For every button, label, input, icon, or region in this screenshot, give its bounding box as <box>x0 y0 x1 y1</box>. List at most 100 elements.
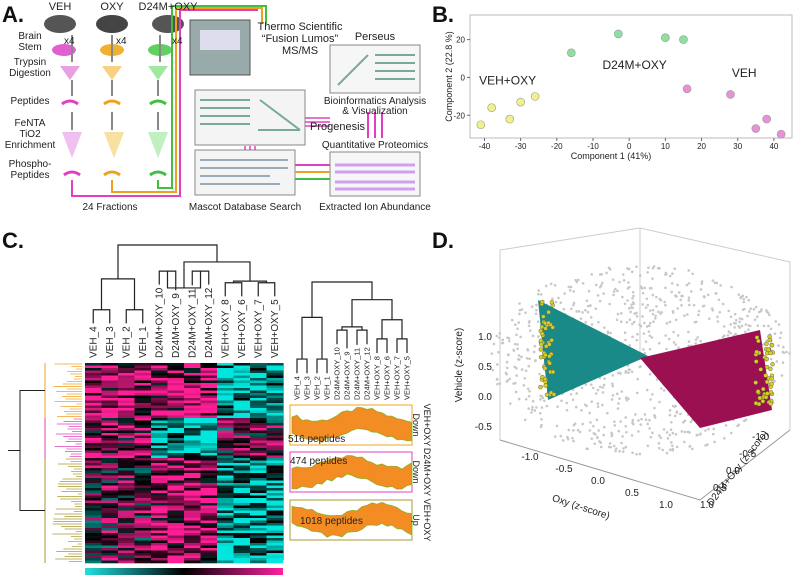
edge-point <box>538 347 544 352</box>
heatmap-cell <box>118 388 135 391</box>
cloud-point <box>723 436 726 440</box>
heatmap-cell <box>134 443 152 446</box>
cloud-point <box>707 427 710 431</box>
heatmap-cell <box>250 460 267 464</box>
cloud-point <box>654 314 657 318</box>
heatmap-cell <box>200 535 218 539</box>
heatmap-cell <box>167 525 185 529</box>
heatmap-cell <box>184 378 201 381</box>
cloud-point <box>788 352 791 355</box>
heatmap-cell <box>233 503 251 506</box>
cloud-point <box>586 310 590 314</box>
heatmap-cell <box>151 515 168 519</box>
cloud-point <box>617 402 620 405</box>
heatmap-cell <box>233 550 251 554</box>
cloud-point <box>637 430 640 433</box>
heatmap-cell <box>233 430 251 434</box>
heatmap-cell <box>85 543 102 546</box>
heatmap-cell <box>250 398 267 401</box>
heatmap-cell <box>151 433 168 436</box>
heatmap-cell <box>85 500 102 504</box>
heatmap-cell <box>266 465 284 469</box>
point <box>516 97 525 107</box>
heatmap-cell <box>134 520 152 524</box>
cloud-point <box>627 368 631 371</box>
heatmap-cell <box>250 488 267 491</box>
software-label: Perseus <box>355 31 396 43</box>
heatmap-cell <box>266 493 284 496</box>
cloud-point <box>717 298 721 302</box>
cloud-point <box>673 414 677 418</box>
heatmap-cell <box>250 533 267 536</box>
heatmap-cell <box>184 443 201 446</box>
heatmap-cell <box>167 423 185 426</box>
cloud-point <box>668 320 672 324</box>
heatmap-cell <box>266 440 284 444</box>
cloud-point <box>571 436 574 440</box>
cloud-point <box>590 400 593 403</box>
cloud-point <box>625 396 628 399</box>
step-label: Enrichment <box>5 140 56 151</box>
cloud-point <box>506 379 510 382</box>
heatmap-cell <box>118 365 135 369</box>
heatmap-cell <box>184 540 201 544</box>
cloud-point <box>785 350 788 354</box>
heatmap-cell <box>85 393 102 396</box>
heatmap-cell <box>200 380 218 384</box>
heatmap-cell <box>250 450 267 454</box>
heatmap-cell <box>134 513 152 516</box>
point <box>530 92 540 101</box>
heatmap-cell <box>85 510 102 514</box>
z-tick-label: 0.5 <box>478 362 492 373</box>
heatmap-cell <box>101 410 119 414</box>
cloud-point <box>665 431 669 434</box>
column-label: VEH+OXY_6 <box>237 299 248 358</box>
cloud-point <box>537 335 540 338</box>
heatmap-cell <box>217 513 234 516</box>
cloud-point <box>624 416 628 419</box>
cluster-label: Up <box>411 514 421 526</box>
cloud-point <box>651 293 655 297</box>
cloud-point <box>714 292 718 295</box>
cloud-point <box>752 307 756 311</box>
heatmap-cell <box>101 443 119 446</box>
heatmap-cell <box>266 475 284 479</box>
heatmap-cell <box>184 500 201 504</box>
heatmap-cell <box>217 410 234 414</box>
instrument-screen <box>200 30 240 50</box>
heatmap-cell <box>250 468 267 471</box>
cloud-point <box>630 303 633 306</box>
heatmap-cell <box>167 465 185 469</box>
heatmap-cell <box>85 448 102 451</box>
cloud-point <box>516 343 519 346</box>
cloud-point <box>568 289 572 292</box>
heatmap-cell <box>266 520 284 524</box>
cloud-point <box>600 281 604 285</box>
cloud-point <box>601 403 604 407</box>
cloud-point <box>562 307 566 311</box>
cloud-point <box>658 434 661 437</box>
heatmap-cell <box>233 443 251 446</box>
heatmap-cell <box>200 533 218 536</box>
heatmap-cell <box>217 413 234 416</box>
cloud-point <box>738 320 741 324</box>
heatmap-cell <box>167 363 185 366</box>
cloud-point <box>719 284 722 287</box>
cloud-point <box>508 377 511 381</box>
heatmap-cell <box>151 438 168 441</box>
cloud-point <box>782 345 785 349</box>
heatmap-cell <box>101 428 119 431</box>
heatmap-cell <box>134 490 152 494</box>
cloud-point <box>539 425 543 429</box>
cloud-point <box>675 445 679 449</box>
heatmap-cell <box>134 440 152 444</box>
heatmap-cell <box>200 513 218 516</box>
heatmap-cell <box>151 435 168 439</box>
heatmap-cell <box>118 488 135 491</box>
mini-column-label: VEH_1 <box>323 376 332 400</box>
heatmap-cell <box>266 553 284 556</box>
cloud-point <box>575 280 579 284</box>
heatmap-cell <box>118 460 135 464</box>
heatmap-cell <box>101 458 119 461</box>
heatmap-cell <box>250 423 267 426</box>
